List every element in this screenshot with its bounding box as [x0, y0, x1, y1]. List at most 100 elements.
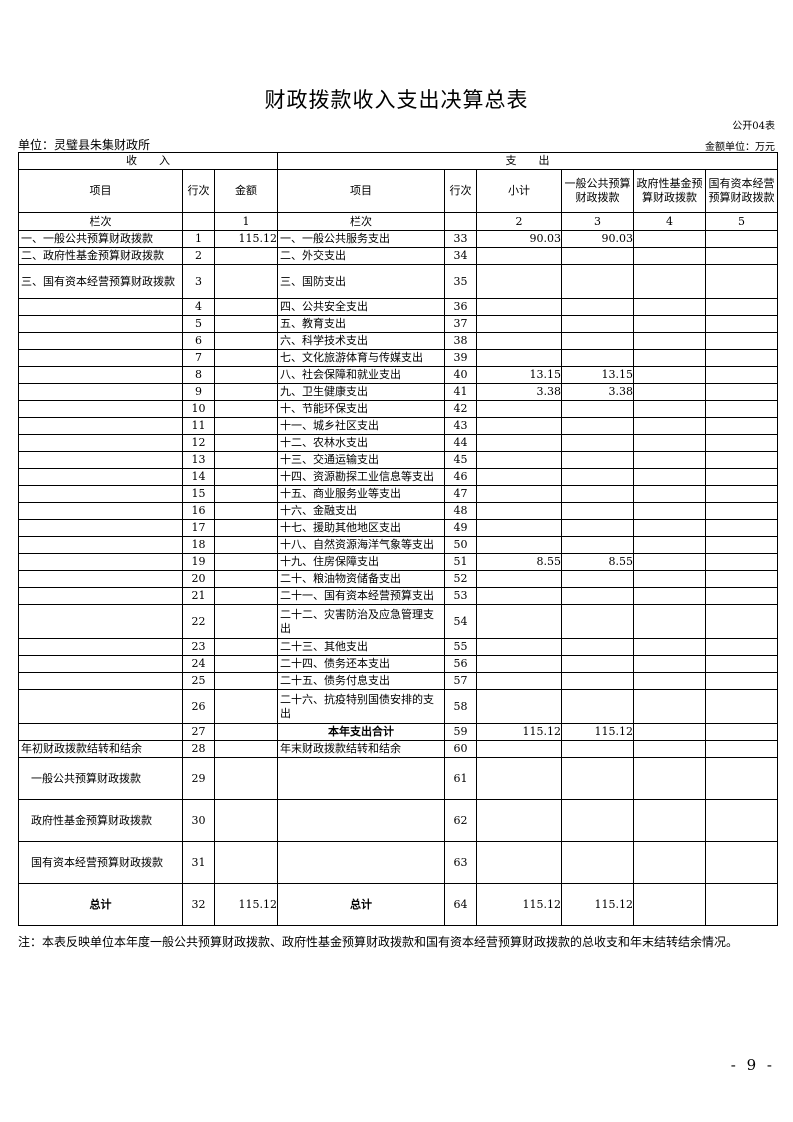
gov-fund-cell [633, 740, 707, 758]
gov-fund-cell [633, 672, 707, 690]
footnote: 注：本表反映单位本年度一般公共预算财政拨款、政府性基金预算财政拨款和国有资本经营… [18, 935, 739, 949]
subtotal-cell [476, 672, 563, 690]
gov-fund-cell [633, 502, 707, 520]
subtotal-cell: 3.38 [476, 383, 563, 401]
state-capital-cell [705, 315, 779, 333]
left-item-cell [18, 672, 183, 690]
right-row-no-cell: 38 [444, 332, 478, 350]
left-item-cell [18, 536, 183, 554]
header-left-row-no: 行次 [182, 169, 215, 213]
index-state-capital: 5 [705, 212, 779, 231]
gov-fund-cell [633, 230, 707, 248]
right-row-no-cell: 50 [444, 536, 478, 554]
right-row-no-cell: 55 [444, 638, 478, 656]
right-row-no-cell: 58 [444, 689, 478, 724]
right-row-no-cell: 61 [444, 757, 478, 800]
gov-fund-cell [633, 417, 707, 435]
table-row: 26 二十六、抗疫特别国债安排的支出 58 [18, 689, 779, 724]
table-row: 14 十四、资源勘探工业信息等支出 46 [18, 468, 779, 486]
right-item-cell: 二十、粮油物资储备支出 [277, 570, 446, 588]
left-amount-cell [213, 841, 279, 884]
left-item-cell [18, 383, 183, 401]
right-item-cell: 十七、援助其他地区支出 [277, 519, 446, 537]
table-row: 4 四、公共安全支出 36 [18, 298, 779, 316]
subtotal-cell: 115.12 [476, 883, 563, 926]
right-row-no-cell: 46 [444, 468, 478, 486]
subtotal-cell: 8.55 [476, 553, 563, 571]
left-amount-cell [213, 570, 279, 588]
gov-fund-cell [633, 689, 707, 724]
header-left-amount: 金额 [213, 169, 279, 213]
left-row-no-cell: 15 [182, 485, 215, 503]
table-row: 11 十一、城乡社区支出 43 [18, 417, 779, 435]
table-row: 17 十七、援助其他地区支出 49 [18, 519, 779, 537]
right-row-no-cell: 36 [444, 298, 478, 316]
state-capital-cell [705, 604, 779, 639]
left-amount-cell [213, 536, 279, 554]
left-row-no-cell: 2 [182, 247, 215, 265]
right-item-cell: 十五、商业服务业等支出 [277, 485, 446, 503]
left-amount-cell [213, 400, 279, 418]
left-item-cell: 一、一般公共预算财政拨款 [18, 230, 183, 248]
left-row-no-cell: 8 [182, 366, 215, 384]
right-item-cell: 二十一、国有资本经营预算支出 [277, 587, 446, 605]
general-budget-cell: 13.15 [561, 366, 635, 384]
left-row-no-cell: 22 [182, 604, 215, 639]
gov-fund-cell [633, 383, 707, 401]
left-row-no-cell: 31 [182, 841, 215, 884]
left-row-no-cell: 20 [182, 570, 215, 588]
left-amount-cell [213, 349, 279, 367]
left-amount-cell [213, 298, 279, 316]
right-item-cell: 六、科学技术支出 [277, 332, 446, 350]
left-row-no-cell: 25 [182, 672, 215, 690]
subtotal-cell [476, 417, 563, 435]
left-item-cell [18, 400, 183, 418]
left-row-no-cell: 7 [182, 349, 215, 367]
right-row-no-cell: 60 [444, 740, 478, 758]
right-row-no-cell: 35 [444, 264, 478, 299]
left-item-cell [18, 298, 183, 316]
state-capital-cell [705, 434, 779, 452]
subtotal-cell [476, 264, 563, 299]
index-right-row-no [444, 212, 478, 231]
gov-fund-cell [633, 570, 707, 588]
left-row-no-cell: 29 [182, 757, 215, 800]
left-row-no-cell: 19 [182, 553, 215, 571]
left-item-cell: 年初财政拨款结转和结余 [18, 740, 183, 758]
state-capital-cell [705, 417, 779, 435]
right-row-no-cell: 39 [444, 349, 478, 367]
right-row-no-cell: 44 [444, 434, 478, 452]
table-row: 22 二十二、灾害防治及应急管理支出 54 [18, 604, 779, 639]
gov-fund-cell [633, 655, 707, 673]
table-row: 20 二十、粮油物资储备支出 52 [18, 570, 779, 588]
left-item-cell [18, 587, 183, 605]
right-row-no-cell: 54 [444, 604, 478, 639]
state-capital-cell [705, 298, 779, 316]
left-amount-cell [213, 757, 279, 800]
left-amount-cell [213, 434, 279, 452]
general-budget-cell [561, 485, 635, 503]
right-item-cell: 二十五、债务付息支出 [277, 672, 446, 690]
left-amount-cell [213, 264, 279, 299]
gov-fund-cell [633, 553, 707, 571]
left-item-cell [18, 349, 183, 367]
right-item-cell [277, 841, 446, 884]
left-item-cell [18, 519, 183, 537]
gov-fund-cell [633, 434, 707, 452]
gov-fund-cell [633, 841, 707, 884]
gov-fund-cell [633, 883, 707, 926]
right-row-no-cell: 41 [444, 383, 478, 401]
table-row: 国有资本经营预算财政拨款 31 63 [18, 841, 779, 884]
right-item-cell: 十六、金融支出 [277, 502, 446, 520]
table-row: 一般公共预算财政拨款 29 61 [18, 757, 779, 800]
state-capital-cell [705, 638, 779, 656]
subtotal-cell [476, 587, 563, 605]
left-row-no-cell: 27 [182, 723, 215, 741]
right-item-cell: 总计 [277, 883, 446, 926]
left-row-no-cell: 16 [182, 502, 215, 520]
table-row: 15 十五、商业服务业等支出 47 [18, 485, 779, 503]
state-capital-cell [705, 468, 779, 486]
left-item-cell [18, 417, 183, 435]
right-row-no-cell: 40 [444, 366, 478, 384]
gov-fund-cell [633, 536, 707, 554]
